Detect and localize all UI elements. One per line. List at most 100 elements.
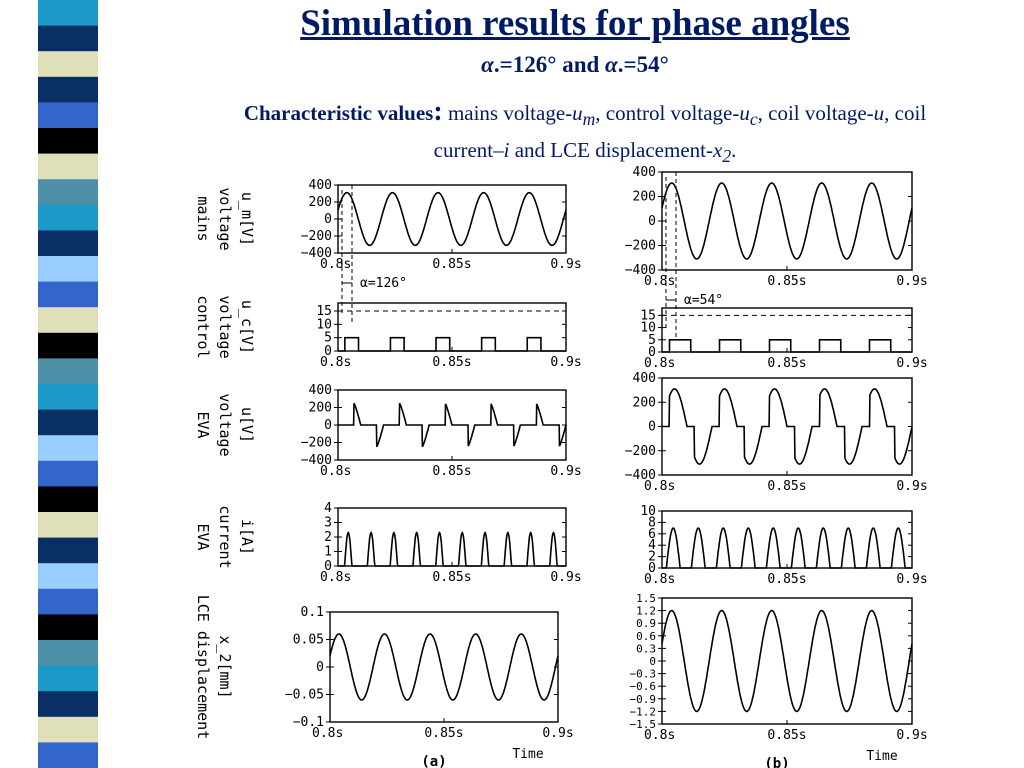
x-tick-label: 0.9s bbox=[550, 257, 581, 272]
y-tick-label: 10 bbox=[316, 317, 332, 332]
desc-symbol: u bbox=[873, 101, 885, 125]
x-tick-label: 0.9s bbox=[896, 356, 927, 371]
plot-frame bbox=[661, 510, 913, 569]
y-tick-label: 8 bbox=[648, 515, 656, 530]
y-tick-label: 400 bbox=[633, 371, 656, 386]
y-axis-label: current bbox=[216, 505, 234, 568]
y-tick-label: 15 bbox=[316, 304, 332, 319]
stripe-segment bbox=[38, 716, 98, 743]
signal-trace bbox=[338, 531, 566, 567]
y-tick-label: 200 bbox=[309, 401, 332, 416]
y-tick-label: −400 bbox=[301, 453, 332, 468]
x-tick-label: 0.8s bbox=[320, 570, 351, 585]
stripe-segment bbox=[38, 409, 98, 436]
stripe-segment bbox=[38, 665, 98, 692]
x-tick-label: 0.85s bbox=[767, 572, 806, 587]
y-tick-label: 1 bbox=[324, 545, 332, 560]
desc-subscript: m bbox=[582, 109, 596, 130]
stripe-segment bbox=[38, 358, 98, 385]
x-tick-label: 0.9s bbox=[550, 355, 581, 370]
x-tick-label: 0.85s bbox=[424, 726, 463, 741]
x-tick-label: 0.85s bbox=[432, 570, 471, 585]
y-tick-label: 0 bbox=[648, 345, 656, 360]
y-tick-label: 0 bbox=[324, 212, 332, 227]
subtitle-text-1: .=126° and bbox=[493, 52, 606, 77]
y-axis-label: EVA bbox=[194, 523, 212, 550]
desc-symbol: u bbox=[572, 101, 583, 125]
x-tick-label: 0.9s bbox=[896, 274, 927, 289]
x-tick-label: 0.8s bbox=[320, 257, 351, 272]
y-tick-label: 0 bbox=[649, 655, 656, 668]
y-tick-label: −400 bbox=[625, 468, 656, 483]
y-tick-label: 4 bbox=[324, 501, 332, 516]
signal-trace bbox=[661, 182, 913, 260]
panel-label: (a) bbox=[421, 754, 446, 768]
desc-colon: : bbox=[433, 96, 443, 127]
x-tick-label: 0.9s bbox=[896, 479, 927, 494]
slide-subtitle: α.=126° and α.=54° bbox=[130, 52, 1020, 78]
x-axis-label: Time bbox=[512, 747, 543, 762]
y-tick-label: −1.5 bbox=[630, 718, 657, 731]
decorative-stripe-bar bbox=[0, 0, 98, 768]
subtitle-text-2: .=54° bbox=[617, 52, 669, 77]
y-tick-label: −200 bbox=[625, 239, 656, 254]
x-tick-label: 0.85s bbox=[432, 257, 471, 272]
stripe-segment bbox=[38, 281, 98, 308]
stripe-segment bbox=[38, 179, 98, 206]
x-tick-label: 0.8s bbox=[312, 726, 343, 741]
signal-trace bbox=[338, 402, 567, 448]
alpha-symbol: α bbox=[481, 52, 494, 77]
stripe-margin bbox=[0, 0, 38, 768]
desc-subscript: 2 bbox=[722, 146, 732, 167]
stripe-segment bbox=[38, 460, 98, 487]
y-tick-label: 400 bbox=[309, 383, 332, 398]
y-tick-label: 200 bbox=[309, 195, 332, 210]
alpha-annotation: α=126° bbox=[360, 276, 407, 291]
y-tick-label: 5 bbox=[324, 331, 332, 346]
stripe-segment bbox=[38, 486, 98, 513]
y-tick-label: 2 bbox=[324, 530, 332, 545]
stripe-segment bbox=[38, 537, 98, 564]
stripe-segment bbox=[38, 230, 98, 257]
desc-subscript: c bbox=[749, 109, 758, 130]
y-tick-label: −400 bbox=[301, 246, 332, 261]
stripe-segment bbox=[38, 691, 98, 718]
y-tick-label: 400 bbox=[309, 178, 332, 193]
y-tick-label: −1.2 bbox=[630, 705, 657, 718]
plot-frame bbox=[661, 597, 913, 725]
x-axis-label: Time bbox=[866, 749, 897, 764]
y-axis-label: u_c[V] bbox=[238, 300, 256, 354]
y-tick-label: 5 bbox=[648, 333, 656, 348]
y-tick-label: −0.9 bbox=[630, 693, 657, 706]
x-tick-label: 0.8s bbox=[320, 464, 351, 479]
y-axis-label: x_2[mm] bbox=[216, 635, 234, 698]
y-axis-label: voltage bbox=[216, 393, 234, 456]
signal-trace bbox=[662, 388, 913, 465]
stripe-segment bbox=[38, 128, 98, 155]
y-tick-label: −400 bbox=[625, 263, 656, 278]
x-tick-label: 0.85s bbox=[767, 274, 806, 289]
y-tick-label: 6 bbox=[648, 527, 656, 542]
stripe-segment bbox=[38, 25, 98, 52]
y-axis-label: EVA bbox=[194, 411, 212, 438]
desc-text: , coil voltage- bbox=[757, 101, 874, 125]
y-tick-label: 0.3 bbox=[636, 642, 656, 655]
stripe-segment bbox=[38, 384, 98, 411]
plot-frame bbox=[329, 611, 559, 723]
x-tick-label: 0.9s bbox=[896, 728, 927, 743]
stripe-segment bbox=[38, 204, 98, 231]
x-tick-label: 0.8s bbox=[644, 572, 675, 587]
y-tick-label: 3 bbox=[324, 516, 332, 531]
y-tick-label: 0 bbox=[324, 418, 332, 433]
stripe-segment bbox=[38, 0, 98, 27]
y-tick-label: −0.3 bbox=[630, 668, 657, 681]
alpha-symbol: α bbox=[605, 52, 618, 77]
desc-symbol: x bbox=[713, 138, 723, 163]
